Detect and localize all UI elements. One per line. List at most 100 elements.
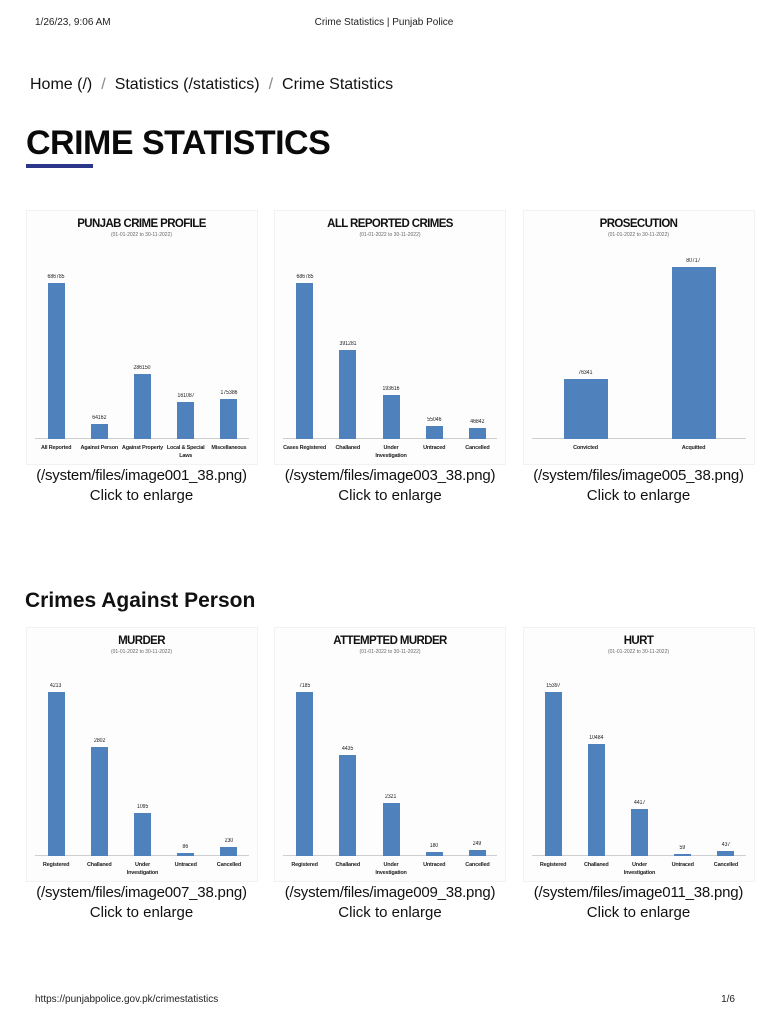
x-tick-label: Against Person <box>80 445 119 451</box>
x-tick-label: Cancelled <box>216 862 241 868</box>
chart-punjab-crime-profile[interactable]: PUNJAB CRIME PROFILE (01-01-2022 to 30-11… <box>25 210 258 465</box>
chart-hurt[interactable]: HURT (01-01-2022 to 30-11-2022) 15397 10484… <box>522 627 755 882</box>
bar-group: 180 <box>414 843 454 856</box>
plot-area: 7185 4435 2321 180 249 <box>283 668 497 856</box>
data-label: 686785 <box>47 274 65 280</box>
chart-subtitle: (01-01-2022 to 30-11-2022) <box>110 649 173 655</box>
data-label: 15397 <box>546 683 561 689</box>
plot-area: 76341 80717 <box>531 251 746 439</box>
x-tick-label: Under Investigation <box>623 862 656 876</box>
data-label: 86 <box>182 844 189 850</box>
data-label: 10484 <box>589 735 604 741</box>
chart-prosecution[interactable]: PROSECUTION (01-01-2022 to 30-11-2022) 763… <box>522 210 755 465</box>
bar-group: 686785 <box>36 274 76 439</box>
data-label: 437 <box>721 842 731 848</box>
bar <box>220 847 238 856</box>
bar <box>134 374 151 439</box>
bar-group: 76341 <box>563 370 608 439</box>
chart-subtitle: (01-01-2022 to 30-11-2022) <box>359 649 421 655</box>
x-tick-label: Against Property <box>121 445 164 451</box>
data-label: 4213 <box>50 683 62 689</box>
data-label: 46842 <box>470 419 485 425</box>
x-tick-label: Challaned <box>584 862 609 868</box>
bar <box>296 283 314 439</box>
click-to-enlarge-link[interactable]: Click to enlarge <box>586 487 691 504</box>
bar <box>717 851 735 856</box>
bar-group: 10484 <box>576 735 616 856</box>
bar-group: 46842 <box>457 419 497 439</box>
x-axis-line <box>531 438 746 439</box>
bar <box>47 283 65 439</box>
chart-title: PUNJAB CRIME PROFILE <box>77 217 206 231</box>
x-tick-label: Challaned <box>335 862 361 868</box>
bar-group: 59 <box>663 845 703 856</box>
bar <box>339 350 357 439</box>
image-path: (/system/files/image003_38.png) <box>284 467 496 484</box>
data-label: 59 <box>679 845 686 851</box>
bar-group: 64162 <box>79 415 119 439</box>
x-tick-label: Untraced <box>671 862 694 868</box>
chart-all-reported-crimes[interactable]: ALL REPORTED CRIMES (01-01-2022 to 30-11-… <box>274 210 506 465</box>
bar-group: 249 <box>457 841 497 856</box>
x-tick-label: Cancelled <box>713 862 738 868</box>
bar-group: 15397 <box>533 683 573 856</box>
x-axis-labels: Convicted Acquitted <box>532 440 746 464</box>
data-label: 686785 <box>296 274 314 280</box>
bar <box>468 428 486 439</box>
chart-subtitle: (01-01-2022 to 30-11-2022) <box>110 232 173 238</box>
breadcrumb-home[interactable]: Home (/) <box>30 76 93 93</box>
x-tick-label: Miscellaneous <box>211 445 247 451</box>
data-label: 391281 <box>339 341 357 347</box>
data-label: 80717 <box>686 258 701 264</box>
print-header: 1/26/23, 9:06 AM Crime Statistics | Punj… <box>0 17 768 31</box>
bar <box>134 813 151 856</box>
bar-group: 193616 <box>371 386 411 439</box>
bar <box>382 803 400 856</box>
x-tick-label: Under Investigation <box>126 862 159 876</box>
x-tick-label: Registered <box>539 862 567 868</box>
bar-group: 55046 <box>414 417 454 439</box>
data-label: 1095 <box>136 804 149 810</box>
image-path: (/system/files/image009_38.png) <box>284 884 496 901</box>
x-tick-label: Registered <box>291 862 318 868</box>
image-path: (/system/files/image007_38.png) <box>36 884 247 901</box>
chart-cell: MURDER (01-01-2022 to 30-11-2022) 4213 2802… <box>25 627 258 921</box>
data-label: 64162 <box>92 415 107 421</box>
x-axis-labels: Registered Challaned Under Investigation Un… <box>532 857 746 881</box>
chart-cell: HURT (01-01-2022 to 30-11-2022) 15397 10484… <box>522 627 755 921</box>
bar-group: 4435 <box>328 746 368 856</box>
bar-group: 286150 <box>123 365 163 439</box>
breadcrumb-separator: / <box>268 76 274 93</box>
x-tick-label: Registered <box>42 862 70 868</box>
x-axis-labels: Registered Challaned Under Investigation Un… <box>283 857 497 881</box>
image-path: (/system/files/image011_38.png) <box>533 884 744 901</box>
bar-group: 2321 <box>371 794 411 856</box>
bar-group: 686785 <box>285 274 325 439</box>
chart-subtitle: (01-01-2022 to 30-11-2022) <box>607 232 670 238</box>
bar <box>90 747 108 856</box>
chart-cell: PROSECUTION (01-01-2022 to 30-11-2022) 763… <box>522 210 755 504</box>
chart-title: ALL REPORTED CRIMES <box>327 217 453 231</box>
click-to-enlarge-link[interactable]: Click to enlarge <box>338 487 442 504</box>
chart-murder[interactable]: MURDER (01-01-2022 to 30-11-2022) 4213 2802… <box>25 627 258 882</box>
bar <box>674 854 692 856</box>
data-label: 193616 <box>382 386 400 392</box>
chart-cell: PUNJAB CRIME PROFILE (01-01-2022 to 30-11… <box>25 210 258 504</box>
chart-attempted-murder[interactable]: ATTEMPTED MURDER (01-01-2022 to 30-11-202… <box>274 627 506 882</box>
bar-group: 161087 <box>166 393 206 439</box>
chart-title: PROSECUTION <box>599 217 678 231</box>
print-date: 1/26/23, 9:06 AM <box>35 17 111 28</box>
data-label: 2321 <box>385 794 397 800</box>
image-path: (/system/files/image001_38.png) <box>36 467 247 484</box>
plot-area: 4213 2802 1095 86 230 <box>34 668 249 856</box>
click-to-enlarge-link[interactable]: Click to enlarge <box>89 904 194 921</box>
breadcrumb-statistics[interactable]: Statistics (/statistics) <box>114 76 260 93</box>
click-to-enlarge-link[interactable]: Click to enlarge <box>89 487 194 504</box>
x-tick-label: Cases Registered <box>283 445 327 451</box>
bar <box>47 692 65 856</box>
click-to-enlarge-link[interactable]: Click to enlarge <box>338 904 442 921</box>
chart-title: ATTEMPTED MURDER <box>333 634 447 648</box>
bar-group: 86 <box>166 844 206 856</box>
data-label: 286150 <box>133 365 152 371</box>
click-to-enlarge-link[interactable]: Click to enlarge <box>586 904 691 921</box>
